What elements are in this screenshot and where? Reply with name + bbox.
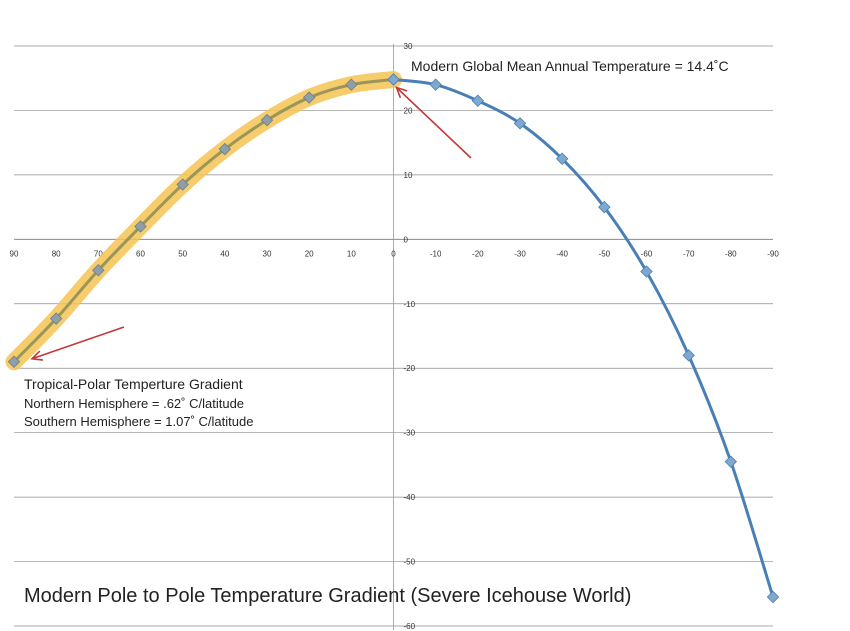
data-point — [766, 590, 780, 604]
data-point — [387, 73, 400, 86]
data-point — [682, 349, 695, 362]
y-tick-labels: 30 20 10 0 -10 -20 -30 -40 -50 -60 — [404, 42, 416, 631]
data-point — [302, 91, 316, 104]
highlight-band — [5, 71, 402, 371]
y-tick-label: -20 — [404, 364, 416, 373]
y-tick-label: 10 — [404, 171, 413, 180]
arrow-head — [30, 350, 44, 361]
x-tick-label: 0 — [391, 249, 396, 258]
chart-title: Modern Pole to Pole Temperature Gradient… — [24, 585, 631, 607]
global-mean-arrow — [395, 86, 472, 159]
data-point — [176, 178, 189, 191]
data-point — [429, 78, 442, 91]
arrow-shaft — [395, 86, 472, 159]
y-tick-label: -30 — [404, 429, 416, 438]
data-point — [471, 94, 485, 108]
x-tick-label: -60 — [641, 249, 653, 258]
data-point — [92, 264, 105, 277]
gradient-title-annotation: Tropical-Polar Temperture Gradient — [24, 376, 243, 392]
data-point — [598, 200, 611, 214]
y-tick-label: -40 — [404, 493, 416, 502]
arrow-head — [395, 86, 408, 99]
x-tick-label: -20 — [472, 249, 484, 258]
data-point — [260, 113, 274, 127]
southern-hemisphere-annotation: Southern Hemisphere = 1.07˚ C/latitude — [24, 414, 253, 429]
series-line-northern — [12, 78, 395, 364]
data-point — [724, 455, 738, 468]
y-tick-label: 20 — [404, 106, 413, 115]
data-point — [345, 78, 358, 91]
x-tick-label: -90 — [767, 249, 779, 258]
x-tick-label: -70 — [683, 249, 695, 258]
series-points — [7, 73, 780, 604]
northern-hemisphere-annotation: Northern Hemisphere = .62˚ C/latitude — [24, 396, 244, 411]
gradient-arrow — [30, 326, 125, 361]
data-point — [218, 142, 232, 156]
data-point — [7, 355, 21, 369]
data-point — [513, 117, 527, 130]
axes — [14, 44, 773, 630]
x-tick-label: 10 — [347, 249, 356, 258]
x-tick-label: -50 — [599, 249, 611, 258]
data-point — [640, 265, 653, 278]
x-tick-labels: 90 80 70 60 50 40 30 20 10 0 -10 -20 -30 -40 -50 -60 -70… — [10, 249, 780, 258]
x-tick-label: -80 — [725, 249, 737, 258]
global-mean-annotation: Modern Global Mean Annual Temperature = … — [411, 58, 729, 74]
annotation-arrows — [30, 86, 472, 361]
y-tick-label: 30 — [404, 42, 413, 51]
y-tick-label: -50 — [404, 558, 416, 567]
x-tick-label: -30 — [514, 249, 526, 258]
x-tick-label: -40 — [556, 249, 568, 258]
x-tick-label: 80 — [52, 249, 61, 258]
y-tick-label: -60 — [404, 622, 416, 631]
y-tick-label: 0 — [404, 235, 409, 244]
y-tick-label: -10 — [404, 300, 416, 309]
x-tick-label: 70 — [94, 249, 103, 258]
x-tick-label: -10 — [430, 249, 442, 258]
x-tick-label: 60 — [136, 249, 145, 258]
x-tick-label: 40 — [220, 249, 229, 258]
series-line-southern — [392, 78, 775, 599]
x-tick-label: 50 — [178, 249, 187, 258]
data-point — [49, 312, 63, 325]
data-point — [134, 220, 147, 233]
data-point — [555, 152, 569, 166]
northern-hemisphere-highlight — [5, 71, 402, 371]
x-tick-label: 90 — [10, 249, 19, 258]
x-tick-label: 20 — [305, 249, 314, 258]
arrow-shaft — [31, 326, 125, 360]
x-tick-label: 30 — [263, 249, 272, 258]
